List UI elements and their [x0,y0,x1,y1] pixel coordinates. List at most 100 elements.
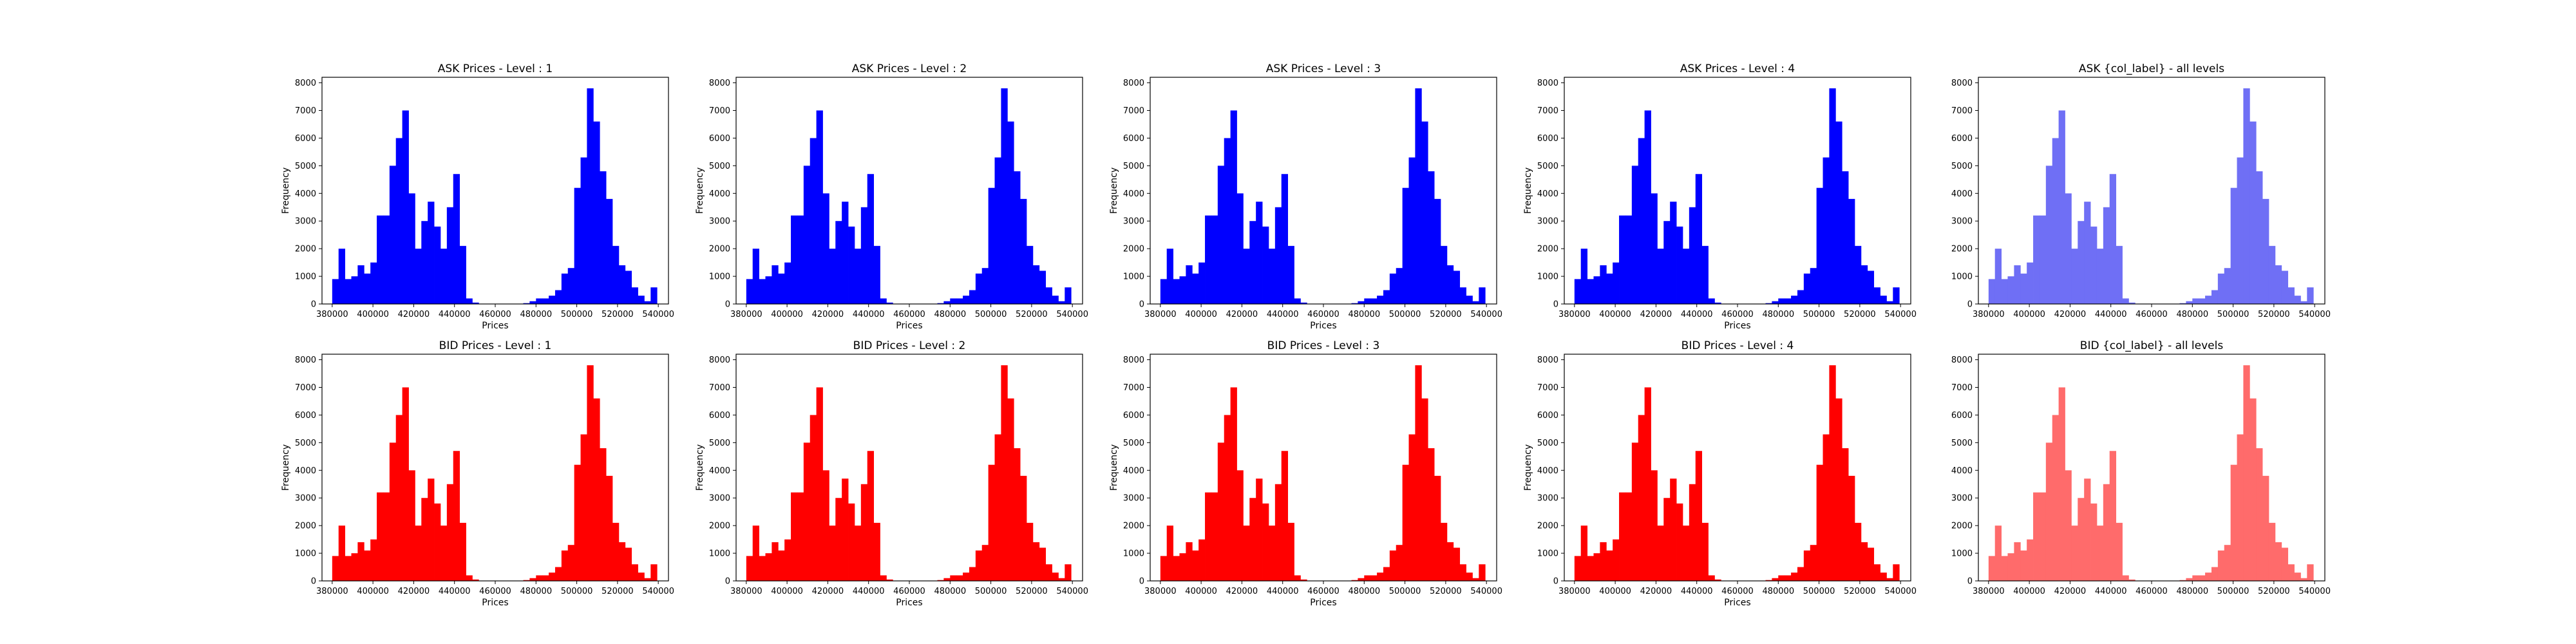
histogram-bar [1701,245,1709,304]
histogram-bar [1446,542,1454,581]
histogram-bar [1364,298,1371,304]
histogram-bar [2300,578,2307,581]
histogram-bar [1829,365,1836,581]
x-tick-label: 480000 [934,587,966,596]
y-tick-label: 0 [725,577,730,587]
histogram-bar [1026,522,1034,581]
chart-title: BID {col_label} - all levels [2080,339,2224,352]
histogram-bar [402,387,409,581]
histogram-bar [1600,542,1607,581]
histogram-bar [408,470,415,581]
histogram-bar [842,202,849,304]
histogram-bar [1619,492,1626,581]
y-tick-label: 8000 [1537,79,1558,88]
histogram-bar [529,578,536,581]
y-tick-label: 8000 [1951,355,1973,365]
histogram-bar [1243,249,1250,304]
histogram-bar [1249,221,1256,304]
x-tick-label: 460000 [1721,310,1754,319]
histogram-bar [593,398,600,581]
histogram-bar [612,522,620,581]
histogram-bar [1281,174,1289,304]
histogram-bar [1421,398,1428,581]
histogram-bar [2020,273,2027,304]
y-tick-label: 2000 [709,522,730,531]
y-tick-label: 5000 [709,439,730,448]
histogram-bar [2014,542,2021,581]
histogram-bar [822,470,829,581]
y-tick-label: 6000 [1951,411,1973,421]
histogram-bar [389,166,397,304]
histogram-bar [772,542,779,581]
histogram-bar [1772,301,1779,304]
y-tick-label: 7000 [1951,106,1973,116]
histogram-bar [1854,522,1862,581]
x-tick-label: 420000 [2054,310,2087,319]
histogram-bar [1408,434,1416,581]
x-tick-label: 400000 [357,310,389,319]
y-tick-label: 8000 [1123,79,1144,88]
histogram-bar [1294,298,1301,304]
x-tick-label: 540000 [1470,310,1502,319]
histogram-bar [2179,303,2186,304]
histogram-bar [994,434,1001,581]
histogram-bar [2262,475,2269,581]
histogram-bar [1377,573,1384,581]
y-tick-label: 7000 [1537,106,1558,116]
x-tick-label: 500000 [2217,310,2249,319]
histogram-bar [873,522,880,581]
histogram-bar [2039,492,2047,581]
histogram-bar [1600,265,1607,304]
histogram-bar [1994,249,2002,304]
histogram-bar [549,573,556,581]
y-tick-label: 7000 [295,106,316,116]
histogram-bar [1211,215,1218,304]
x-tick-label: 480000 [1762,310,1794,319]
histogram-bar [1434,475,1441,581]
y-tick-label: 2000 [1123,245,1144,254]
y-axis-label: Frequency [1523,167,1533,214]
histogram-bar [2287,564,2295,581]
histogram-bar [2262,198,2269,304]
histogram-bar [2014,265,2021,304]
histogram-bar [1625,215,1633,304]
y-tick-label: 8000 [1537,355,1558,365]
y-tick-label: 4000 [1123,466,1144,476]
histogram-bar [466,298,473,304]
histogram-bar [2211,290,2219,304]
chart-7: 380000 400000 420000 440000 460000 480000 5000… [695,339,1088,608]
histogram-bar [364,273,371,304]
y-tick-label: 3000 [1951,494,1973,504]
histogram-bar [1848,198,1855,304]
x-tick-label: 500000 [1803,587,1835,596]
histogram-bar [2217,550,2225,581]
histogram-bar [428,478,435,581]
histogram-bar [542,575,549,581]
histogram-bar [650,287,658,304]
histogram-bar [1695,174,1703,304]
y-tick-label: 2000 [295,245,316,254]
histogram-bar [466,575,473,581]
histogram-bar [1300,302,1307,304]
y-tick-label: 1000 [1951,272,1973,282]
histogram-bar [867,451,875,581]
histogram-bar [1256,478,1263,581]
histogram-bar [2211,567,2219,581]
histogram-bar [1689,484,1696,581]
histogram-bar [1765,580,1772,581]
histogram-bar [1396,545,1403,581]
histogram-bar [1835,398,1842,581]
histogram-bar [1472,301,1479,304]
histogram-bar [1816,464,1823,581]
histogram-bar [644,578,651,581]
histogram-bar [1358,301,1365,304]
y-tick-label: 3000 [1537,217,1558,227]
histogram-bar [1663,498,1671,581]
histogram-bar [1587,556,1594,581]
y-tick-label: 5000 [295,439,316,448]
x-tick-label: 400000 [1599,310,1631,319]
x-tick-label: 480000 [1348,310,1380,319]
histogram-bar [1039,547,1046,581]
y-tick-label: 2000 [295,522,316,531]
histogram-bar [618,265,626,304]
